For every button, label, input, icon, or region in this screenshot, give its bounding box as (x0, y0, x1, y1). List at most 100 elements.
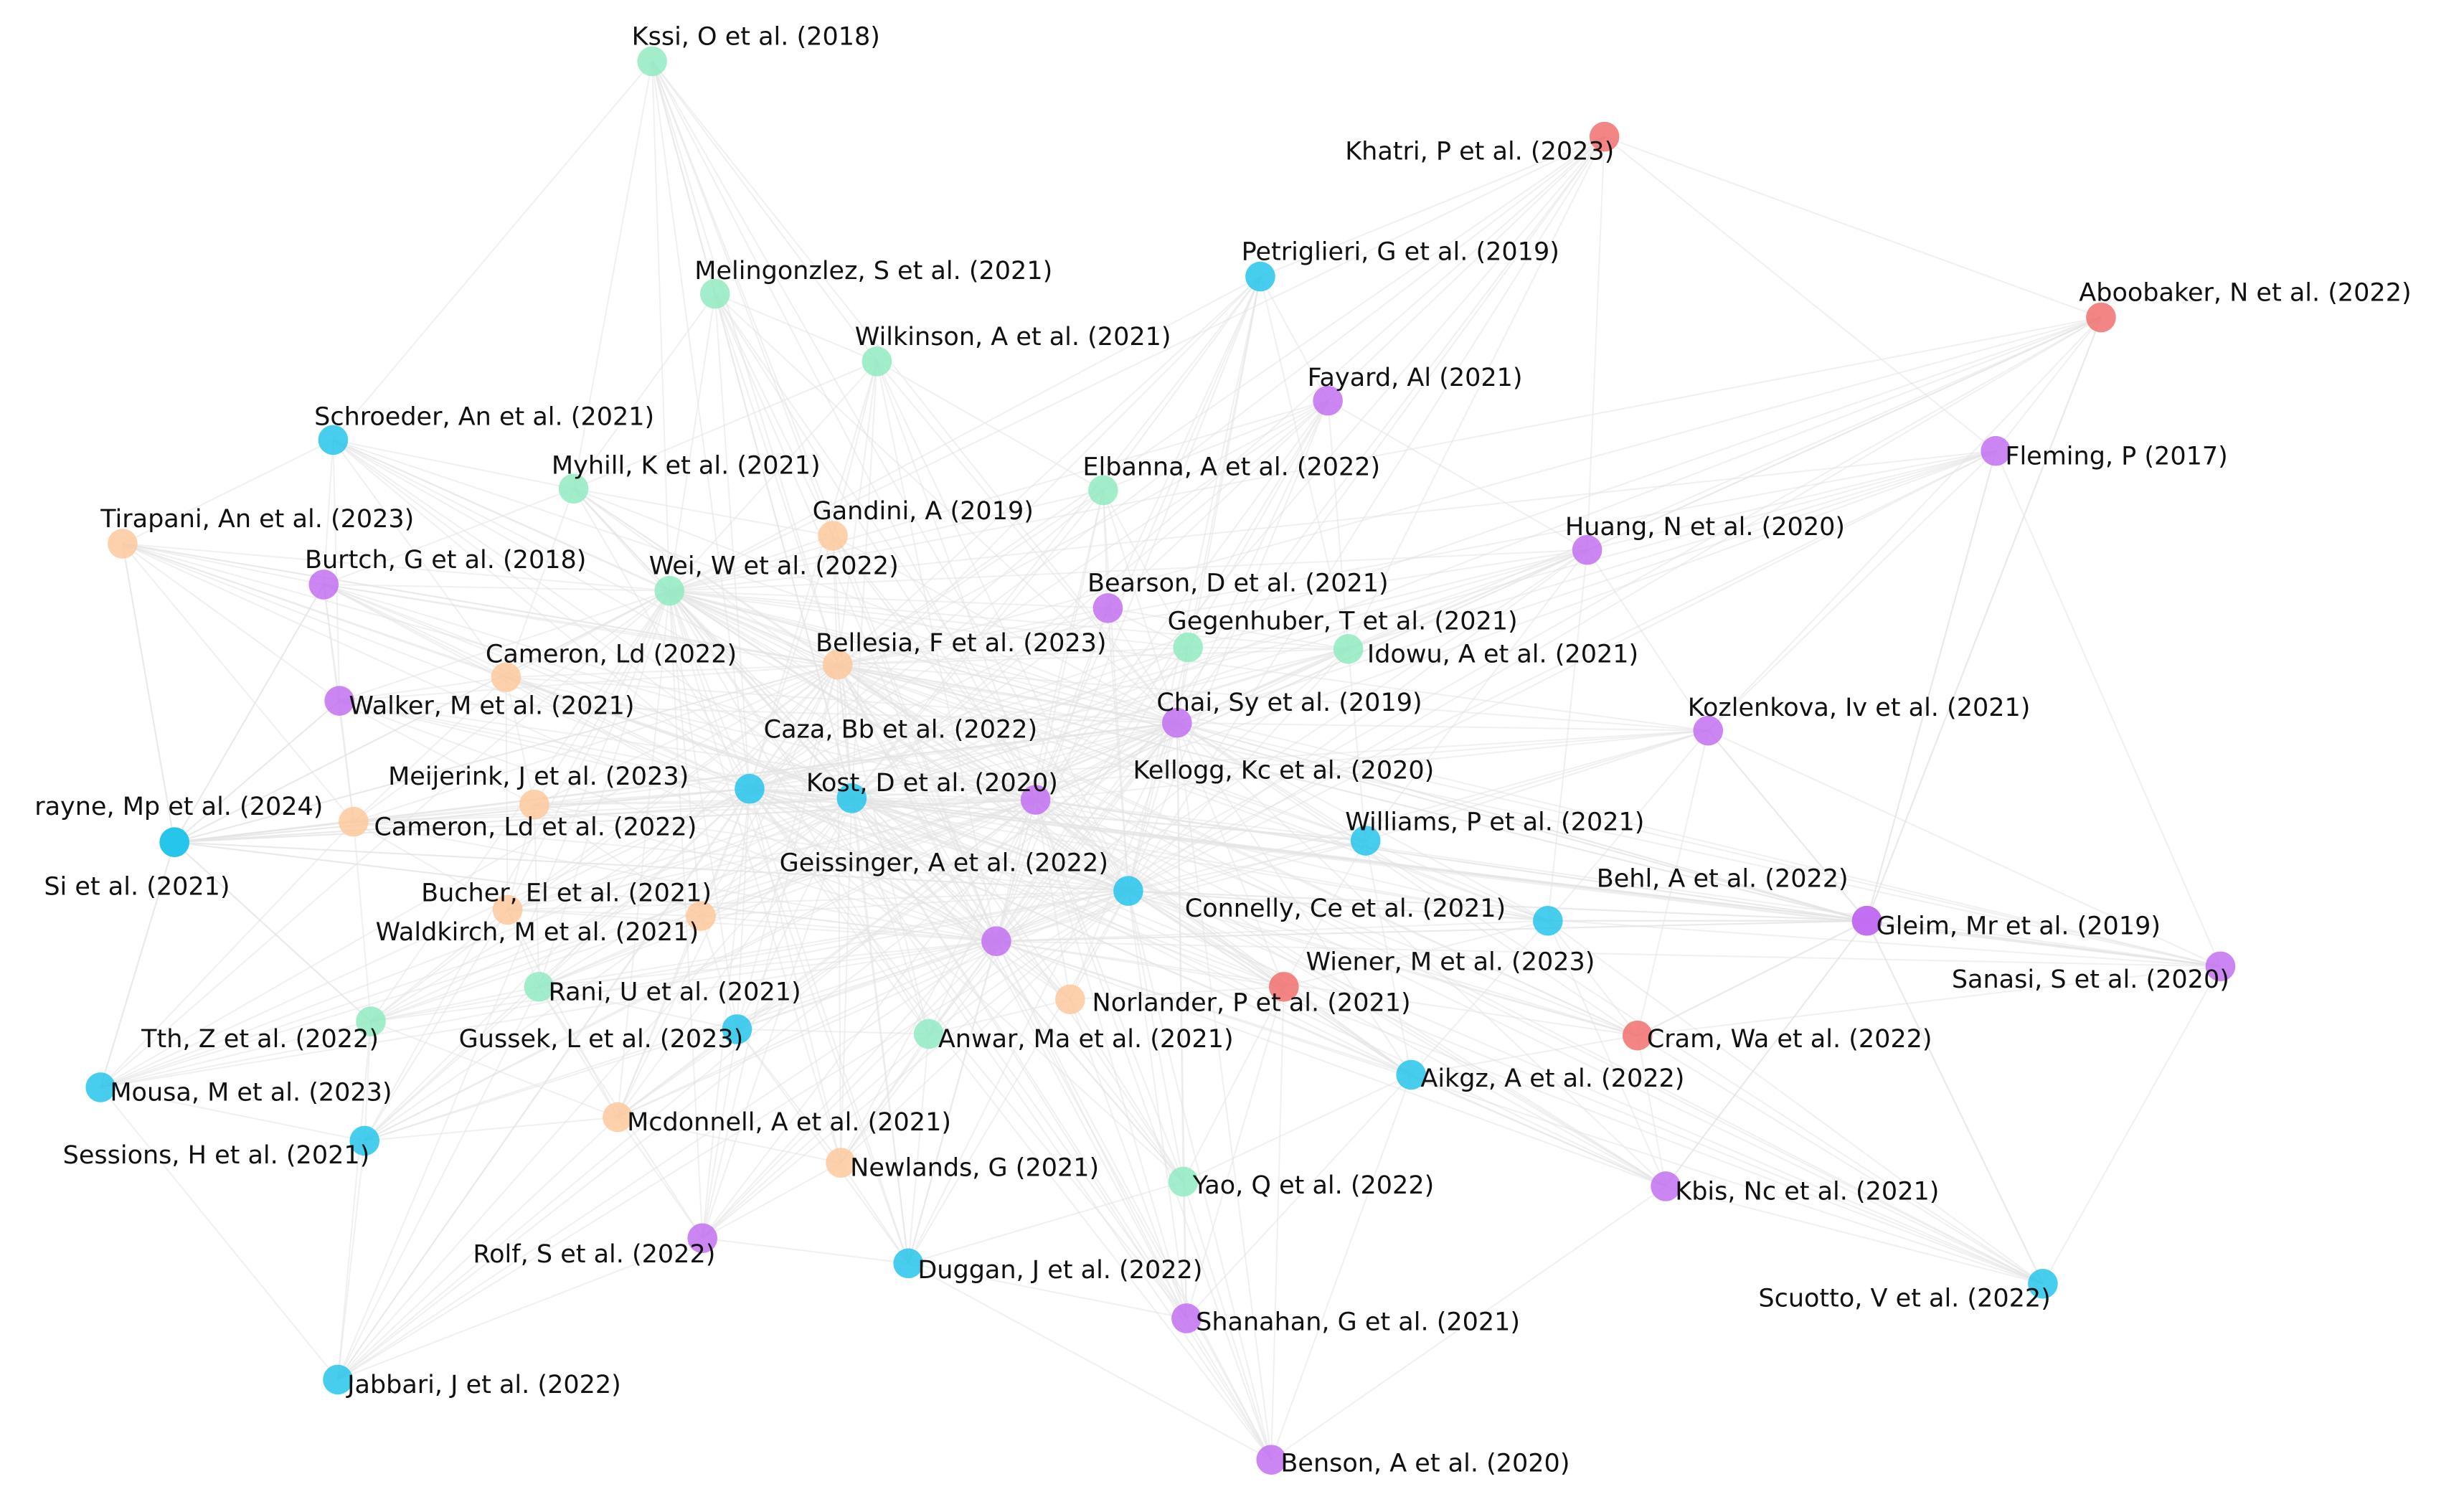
node-gussek[interactable] (722, 1014, 752, 1044)
node-gandini[interactable] (818, 521, 848, 551)
node-benson[interactable] (1256, 1445, 1287, 1475)
node-myhill[interactable] (558, 473, 589, 504)
node-tth[interactable] (356, 1006, 386, 1036)
node-bearson[interactable] (1092, 592, 1123, 623)
node-khatri[interactable] (1589, 121, 1620, 152)
network-edge (837, 663, 2044, 1285)
node-yao[interactable] (1168, 1166, 1199, 1197)
node-walker[interactable] (324, 686, 355, 716)
node-aboobaker[interactable] (2086, 302, 2116, 333)
node-label-gandini: Gandini, A (2019) (813, 497, 1034, 526)
network-edge (702, 940, 997, 1239)
network-edge (1102, 490, 1189, 648)
network-edge (836, 664, 1273, 1460)
network-edge (1176, 136, 1605, 724)
node-fayard[interactable] (1313, 385, 1343, 416)
network-edge (907, 1034, 930, 1264)
network-edge (748, 788, 841, 1163)
node-rani[interactable] (524, 971, 554, 1002)
network-edge (702, 890, 1129, 1239)
node-cameron2[interactable] (339, 806, 369, 837)
node-geissinger[interactable] (1113, 876, 1143, 906)
node-waldkirch[interactable] (492, 894, 523, 925)
network-edge (1176, 722, 1638, 1036)
node-label-schroeder: Schroeder, An et al. (2021) (314, 403, 654, 432)
node-meijerink[interactable] (519, 789, 549, 820)
node-gleim[interactable] (1851, 905, 1882, 936)
network-edge (1176, 722, 1867, 922)
node-kellogg[interactable] (1020, 785, 1051, 815)
network-edge (333, 439, 574, 490)
node-unlabeled[interactable] (981, 926, 1011, 957)
node-bellesia[interactable] (822, 649, 853, 680)
node-kozlenkova[interactable] (1693, 715, 1724, 746)
node-kbis[interactable] (1651, 1171, 1681, 1201)
node-cameron1[interactable] (491, 662, 521, 692)
node-chai[interactable] (1162, 707, 1192, 738)
node-melingonzlez[interactable] (699, 278, 730, 309)
node-caza[interactable] (735, 773, 765, 804)
network-edge (332, 60, 653, 441)
network-edge (337, 799, 1037, 1381)
network-edge (1707, 450, 1996, 732)
network-edge (669, 590, 1178, 724)
node-kost[interactable] (836, 783, 867, 813)
network-edge (174, 584, 325, 843)
network-edge (323, 584, 997, 942)
node-wilkinson[interactable] (862, 346, 892, 377)
network-edge (337, 940, 997, 1381)
node-norlander[interactable] (1055, 984, 1085, 1015)
node-cram[interactable] (1622, 1020, 1653, 1051)
node-mcdonnell[interactable] (603, 1102, 633, 1133)
node-sessions[interactable] (349, 1125, 380, 1156)
node-petriglieri[interactable] (1245, 261, 1275, 292)
network-edge (1176, 722, 1666, 1187)
network-edge (851, 729, 1709, 799)
node-gegenhuber[interactable] (1173, 632, 1203, 663)
node-fleming[interactable] (1981, 435, 2011, 466)
node-wiener[interactable] (1268, 971, 1299, 1002)
node-label-connelly: Connelly, Ce et al. (2021) (1185, 894, 1506, 923)
node-label-mcdonnell: Mcdonnell, A et al. (2021) (627, 1108, 951, 1137)
node-sanasi[interactable] (2205, 951, 2236, 982)
node-anwar[interactable] (913, 1019, 944, 1049)
network-edge (1182, 986, 1285, 1182)
network-edge (505, 676, 535, 805)
network-edge (851, 797, 2044, 1285)
node-label-tth: Tth, Z et al. (2022) (141, 1025, 379, 1054)
network-edge (100, 590, 670, 1088)
node-newlands[interactable] (826, 1148, 856, 1178)
node-connelly[interactable] (1533, 905, 1563, 936)
node-mousa[interactable] (85, 1072, 116, 1102)
network-edge (832, 361, 878, 537)
node-label-cram: Cram, Wa et al. (2022) (1647, 1025, 1932, 1054)
network-edge (669, 590, 1666, 1187)
node-scuotto[interactable] (2028, 1268, 2058, 1299)
node-duggan[interactable] (893, 1248, 924, 1279)
network-edge (996, 840, 1366, 942)
node-bucher[interactable] (686, 901, 716, 931)
node-si[interactable] (159, 827, 189, 858)
network-edge (1270, 986, 1285, 1460)
network-edge (339, 700, 1177, 724)
node-shanahan[interactable] (1171, 1303, 1202, 1333)
node-wei[interactable] (654, 575, 685, 606)
node-kssi[interactable] (637, 46, 667, 77)
node-label-meijerink: Meijerink, J et al. (2023) (388, 762, 689, 791)
network-edge (836, 664, 1184, 1182)
node-williams[interactable] (1350, 826, 1381, 856)
node-jabbari[interactable] (323, 1364, 353, 1395)
node-rolf[interactable] (687, 1223, 718, 1254)
network-edge (1547, 920, 2044, 1285)
node-schroeder[interactable] (318, 425, 349, 455)
node-idowu[interactable] (1333, 633, 1364, 664)
node-elbanna[interactable] (1088, 475, 1118, 506)
node-burtch[interactable] (308, 570, 339, 600)
node-huang[interactable] (1572, 534, 1602, 565)
network-edge (2042, 965, 2222, 1285)
network-edge (736, 1029, 910, 1264)
node-aikgz[interactable] (1396, 1059, 1427, 1090)
node-tirapani[interactable] (108, 529, 138, 559)
network-edge (174, 700, 340, 843)
network-edge (669, 590, 1349, 650)
